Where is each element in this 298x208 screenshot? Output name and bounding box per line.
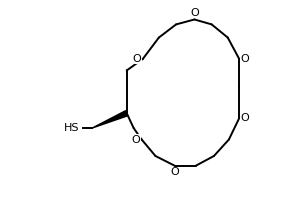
Text: O: O bbox=[170, 167, 179, 177]
Text: HS: HS bbox=[64, 123, 79, 133]
Text: O: O bbox=[240, 113, 249, 123]
Text: O: O bbox=[133, 54, 142, 64]
Text: O: O bbox=[131, 135, 140, 145]
Text: O: O bbox=[240, 54, 249, 64]
Text: O: O bbox=[190, 8, 199, 18]
Polygon shape bbox=[92, 111, 128, 128]
